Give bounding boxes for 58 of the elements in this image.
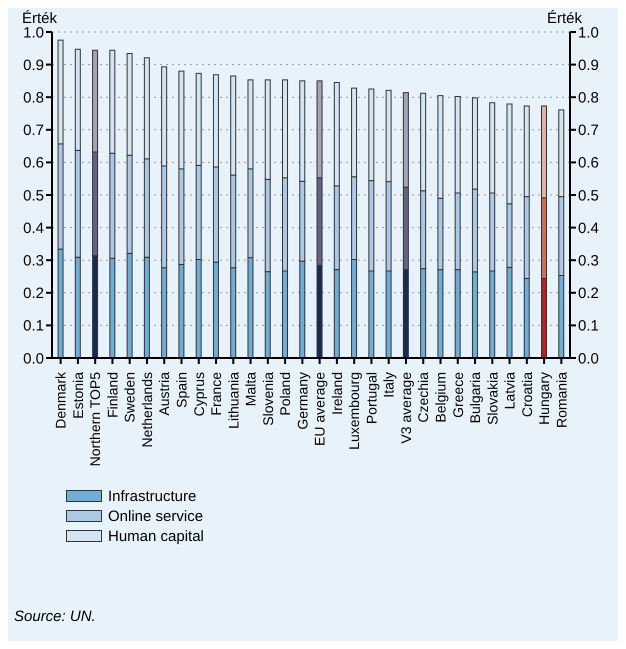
- x-tick-label: Italy: [380, 372, 397, 398]
- x-tick-label: Netherlands: [138, 372, 155, 448]
- y-tick-label: 0.0: [23, 350, 44, 368]
- x-tick-label: Estonia: [70, 372, 86, 419]
- legend-label: Human capital: [108, 528, 204, 544]
- legend-label: Online service: [108, 508, 204, 524]
- y2-axis-title: Érték: [546, 10, 582, 27]
- x-tick-label: EU average: [312, 372, 328, 446]
- x-tick-label: Lithuania: [225, 372, 242, 429]
- x-tick-label: Ireland: [328, 372, 345, 415]
- x-tick-label: Poland: [277, 372, 294, 416]
- y-tick-label: 0.4: [23, 220, 44, 237]
- y-tick-label: 0.7: [23, 122, 44, 140]
- y2-tick-label: 0.2: [578, 285, 599, 302]
- x-tick-label: Northern TOP5: [87, 372, 104, 466]
- x-tick-label: Romania: [553, 372, 570, 428]
- x-tick-label: Slovakia: [484, 372, 500, 425]
- x-tick-label: Sweden: [122, 372, 138, 423]
- x-tick-label: Slovenia: [260, 372, 276, 426]
- x-tick-label: Malta: [242, 372, 259, 406]
- x-tick-label: V3 average: [398, 372, 414, 444]
- source-note: Source: UN.: [14, 608, 96, 625]
- x-tick-label: Czechia: [415, 372, 432, 423]
- y2-tick-label: 0.8: [578, 90, 599, 107]
- x-tick-label: Belgium: [432, 372, 448, 423]
- y-tick-label: 0.6: [23, 154, 44, 172]
- x-tick-label: Latvia: [502, 372, 518, 410]
- y-tick-label: 0.8: [23, 90, 44, 107]
- x-tick-label: Germany: [294, 372, 310, 430]
- x-tick-label: Portugal: [363, 372, 380, 424]
- legend-label: Infrastructure: [108, 488, 196, 504]
- y2-tick-label: 0.9: [578, 56, 599, 74]
- x-tick-label: Luxembourg: [346, 372, 362, 450]
- x-tick-label: France: [208, 372, 224, 416]
- y-tick-label: 0.9: [23, 56, 44, 74]
- x-tick-label: Croatia: [518, 372, 535, 418]
- y2-tick-label: 1.0: [578, 24, 599, 42]
- x-tick-label: Finland: [104, 372, 120, 418]
- x-tick-label: Spain: [174, 372, 190, 408]
- y2-tick-label: 0.3: [578, 252, 599, 270]
- x-tick-label: Denmark: [52, 371, 69, 429]
- x-tick-label: Cyprus: [190, 372, 207, 416]
- y2-tick-label: 0.0: [578, 350, 599, 368]
- y-tick-label: 0.1: [23, 318, 44, 335]
- x-tick-label: Bulgaria: [467, 372, 484, 424]
- y2-tick-label: 0.5: [578, 187, 599, 204]
- x-tick-label: Greece: [450, 372, 466, 418]
- x-tick-label: Austria: [156, 372, 172, 416]
- y-axis-title: Érték: [22, 10, 58, 27]
- y-tick-label: 0.2: [23, 285, 44, 302]
- y2-tick-label: 0.4: [578, 220, 599, 237]
- y-tick-label: 0.3: [23, 252, 44, 270]
- y2-tick-label: 0.7: [578, 122, 599, 140]
- y2-tick-label: 0.6: [578, 154, 599, 172]
- y-tick-label: 1.0: [23, 24, 44, 42]
- x-tick-label: Hungary: [536, 372, 552, 425]
- y-tick-label: 0.5: [23, 187, 44, 204]
- y2-tick-label: 0.1: [578, 318, 599, 335]
